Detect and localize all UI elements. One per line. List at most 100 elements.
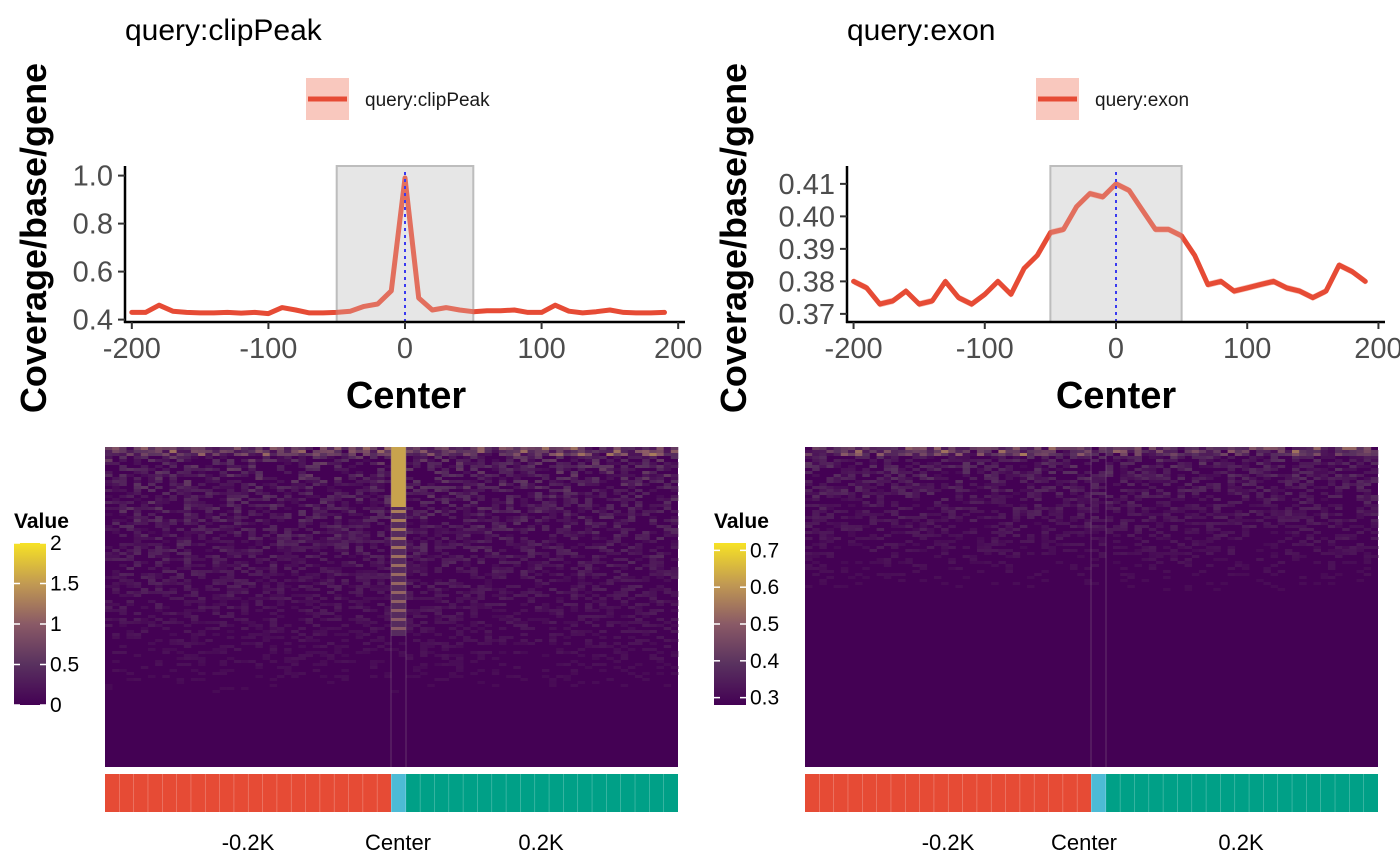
heatmap-cell — [933, 501, 942, 504]
heatmap-cell — [370, 564, 378, 567]
heatmap-cell — [1263, 543, 1271, 546]
heatmap-cell — [377, 636, 385, 639]
heatmap-cell — [1012, 456, 1021, 459]
heatmap-cell — [119, 468, 127, 471]
heatmap-cell — [826, 507, 834, 510]
heatmap-cell — [1127, 519, 1135, 522]
heatmap-cell — [1198, 447, 1207, 450]
heatmap-cell — [219, 513, 228, 516]
heatmap-cell — [627, 585, 636, 588]
heatmap-cell — [527, 510, 536, 513]
heatmap-cell — [549, 447, 557, 450]
heatmap-cell — [1005, 468, 1013, 471]
heatmap-cell — [1055, 543, 1064, 546]
heatmap-cell — [812, 543, 820, 546]
heatmap-center-cell — [391, 597, 406, 600]
heatmap-cell — [1012, 450, 1021, 453]
heatmap-cell — [162, 459, 170, 462]
heatmap-cell — [991, 531, 999, 534]
heatmap-cell — [1184, 561, 1193, 564]
heatmap-cell — [1177, 519, 1185, 522]
heatmap-cell — [305, 537, 313, 540]
heatmap-cell — [1320, 507, 1329, 510]
heatmap-cell — [1127, 474, 1135, 477]
heatmap-cell — [1184, 468, 1193, 471]
heatmap-cell — [635, 489, 643, 492]
heatmap-cell — [620, 522, 629, 525]
heatmap-cell — [642, 621, 650, 624]
heatmap-cell — [434, 498, 442, 501]
heatmap-cell — [556, 519, 564, 522]
heatmap-cell — [819, 507, 827, 510]
heatmap-cell — [1292, 477, 1300, 480]
heatmap-cell — [549, 459, 557, 462]
heatmap-cell — [148, 567, 156, 570]
heatmap-cell — [898, 579, 906, 582]
heatmap-cell — [334, 546, 342, 549]
heatmap-cell — [148, 537, 156, 540]
heatmap-cell — [334, 573, 342, 576]
heatmap-cell — [255, 498, 263, 501]
heatmap-cell — [663, 504, 672, 507]
heatmap-cell — [606, 606, 614, 609]
heatmap-cell — [269, 564, 278, 567]
heatmap-cell — [1327, 519, 1336, 522]
heatmap-cell — [448, 579, 457, 582]
heatmap-cell — [334, 645, 342, 648]
heatmap-cell — [148, 519, 156, 522]
heatmap-cell — [434, 570, 442, 573]
heatmap-cell — [463, 459, 471, 462]
heatmap-cell — [635, 552, 643, 555]
heatmap-cell — [176, 528, 185, 531]
heatmap-cell — [1227, 519, 1236, 522]
heatmap-cell — [912, 456, 920, 459]
heatmap-cell — [563, 486, 571, 489]
heatmap-cell — [312, 582, 321, 585]
heatmap-cell — [912, 474, 920, 477]
heatmap-cell — [162, 627, 170, 630]
heatmap-cell — [119, 582, 127, 585]
heatmap-cell — [456, 582, 464, 585]
heatmap-cell — [341, 561, 349, 564]
heatmap-cell — [233, 453, 242, 456]
heatmap-cell — [284, 567, 292, 570]
heatmap-cell — [341, 564, 349, 567]
heatmap-cell — [212, 447, 220, 450]
heatmap-cell — [1127, 489, 1135, 492]
heatmap-cell — [384, 573, 392, 576]
heatmap-cell — [1198, 507, 1207, 510]
heatmap-cell — [427, 684, 435, 687]
heatmap-cell — [1098, 492, 1107, 495]
heatmap-cell — [226, 495, 235, 498]
heatmap-cell — [284, 672, 292, 675]
heatmap-cell — [606, 513, 614, 516]
heatmap-cell — [534, 450, 543, 453]
heatmap-cell — [656, 468, 664, 471]
heatmap-cell — [592, 489, 600, 492]
heatmap-cell — [219, 594, 228, 597]
heatmap-cell — [370, 447, 378, 450]
heatmap-cell — [1249, 489, 1257, 492]
heatmap-cell — [420, 651, 428, 654]
heatmap-cell — [427, 642, 435, 645]
heatmap-cell — [656, 480, 664, 483]
heatmap-cell — [448, 672, 457, 675]
heatmap-cell — [1034, 474, 1042, 477]
heatmap-cell — [162, 540, 170, 543]
heatmap-cell — [456, 486, 464, 489]
heatmap-cell — [627, 627, 636, 630]
heatmap-cell — [1077, 516, 1085, 519]
heatmap-center-cell — [391, 567, 406, 570]
heatmap-cell — [190, 495, 199, 498]
heatmap-cell — [1370, 546, 1379, 549]
heatmap-cell — [427, 492, 435, 495]
heatmap-cell — [1249, 456, 1257, 459]
heatmap-cell — [463, 534, 471, 537]
heatmap-cell — [413, 465, 421, 468]
heatmap-cell — [1306, 519, 1314, 522]
heatmap-cell — [112, 498, 120, 501]
heatmap-cell — [933, 453, 942, 456]
heatmap-cell — [312, 450, 321, 453]
heatmap-cell — [269, 543, 278, 546]
heatmap-cell — [305, 579, 313, 582]
